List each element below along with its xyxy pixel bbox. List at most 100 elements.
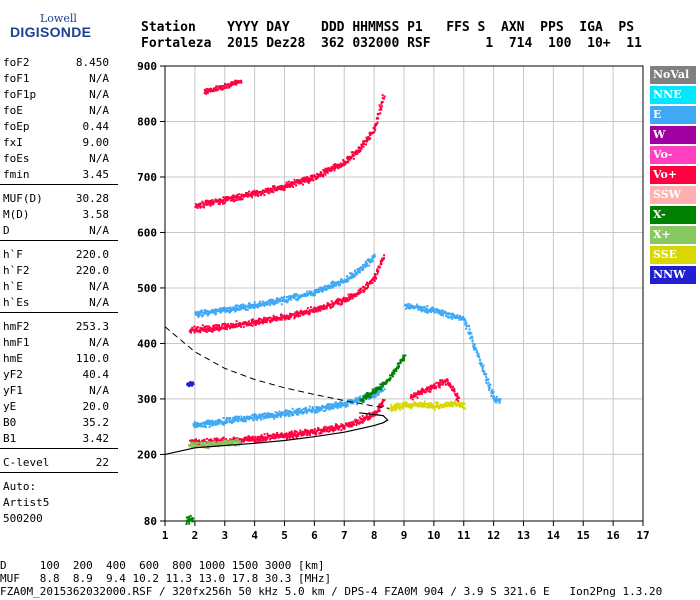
echo-point <box>221 307 224 309</box>
echo-point <box>286 317 288 320</box>
echo-point <box>353 293 356 296</box>
echo-point <box>456 314 459 317</box>
echo-point <box>234 419 237 422</box>
echo-point <box>250 191 253 194</box>
echo-point <box>212 421 215 424</box>
echo-point <box>319 286 321 289</box>
echo-point <box>481 366 484 369</box>
y-tick-label: 800 <box>137 115 157 128</box>
echo-point <box>328 287 331 290</box>
echo-point <box>189 518 192 521</box>
echo-point <box>220 324 223 327</box>
echo-point <box>465 327 468 330</box>
echo-point <box>297 180 300 183</box>
echo-point <box>302 313 305 316</box>
echo-point <box>273 417 276 420</box>
echo-point <box>425 403 428 406</box>
param-h-es: h`Es N/A <box>3 296 109 310</box>
echo-point <box>397 364 400 367</box>
echo-point <box>293 296 296 299</box>
echo-point <box>241 417 244 420</box>
echo-point <box>269 303 272 306</box>
echo-point <box>440 313 443 316</box>
echo-point <box>284 300 287 303</box>
echo-point <box>460 317 462 320</box>
echo-point <box>258 319 261 322</box>
echo-point <box>326 170 329 173</box>
echo-point <box>263 433 266 436</box>
echo-point <box>362 291 365 293</box>
echo-point <box>318 307 321 310</box>
echo-point <box>361 414 364 417</box>
echo-point <box>422 309 425 312</box>
param-name: foF1p <box>3 88 37 101</box>
echo-point <box>407 307 410 310</box>
echo-point <box>423 404 426 407</box>
echo-point <box>445 404 448 407</box>
echo-point <box>383 254 386 257</box>
echo-point <box>357 271 360 274</box>
echo-point <box>336 403 339 406</box>
echo-point <box>398 362 401 365</box>
echo-point <box>198 330 200 333</box>
echo-point <box>189 329 192 332</box>
echo-point <box>283 187 286 190</box>
echo-point <box>315 406 318 409</box>
echo-point <box>401 402 404 405</box>
echo-point <box>366 415 369 418</box>
echo-point <box>240 418 242 420</box>
echo-point <box>325 171 327 174</box>
echo-point <box>217 438 220 441</box>
echo-point <box>381 94 384 97</box>
echo-point <box>286 437 288 440</box>
echo-point <box>462 403 465 406</box>
trace-spread-f-sse- <box>388 400 467 413</box>
echo-point <box>234 82 237 85</box>
echo-point <box>371 390 374 393</box>
echo-point <box>285 409 288 412</box>
echo-point <box>405 405 408 408</box>
echo-point <box>307 429 310 432</box>
echo-point <box>371 260 374 263</box>
y-tick-label: 900 <box>137 60 157 73</box>
echo-point <box>226 443 229 446</box>
echo-point <box>364 140 366 142</box>
echo-point <box>377 409 380 412</box>
param-value: N/A <box>89 336 109 349</box>
echo-point <box>255 441 258 444</box>
echo-point <box>391 405 394 408</box>
echo-point <box>240 306 243 309</box>
echo-point <box>284 315 287 318</box>
echo-point <box>323 286 326 289</box>
echo-point <box>313 310 316 313</box>
echo-point <box>240 325 243 328</box>
echo-point <box>489 386 491 389</box>
echo-point <box>316 411 319 414</box>
echo-point <box>331 280 334 283</box>
echo-point <box>245 438 248 441</box>
echo-point <box>232 441 235 444</box>
echo-point <box>229 443 232 446</box>
echo-point <box>446 401 449 404</box>
echo-point <box>356 270 359 273</box>
echo-point <box>492 392 494 395</box>
echo-point <box>404 402 407 405</box>
echo-point <box>325 285 328 288</box>
param-hme: hmE 110.0 <box>3 352 109 366</box>
echo-point <box>191 520 194 523</box>
echo-point <box>215 200 218 203</box>
echo-point <box>463 402 466 405</box>
echo-point <box>487 381 490 384</box>
param-name: fxI <box>3 136 23 149</box>
separator <box>0 184 118 185</box>
echo-point <box>368 258 371 261</box>
echo-point <box>360 399 363 402</box>
echo-point <box>317 427 320 429</box>
echo-point <box>204 426 207 429</box>
param-name: foEp <box>3 120 30 133</box>
echo-point <box>233 420 236 423</box>
echo-point <box>301 312 304 315</box>
echo-point <box>437 310 440 313</box>
echo-point <box>438 312 441 315</box>
echo-point <box>202 422 205 424</box>
